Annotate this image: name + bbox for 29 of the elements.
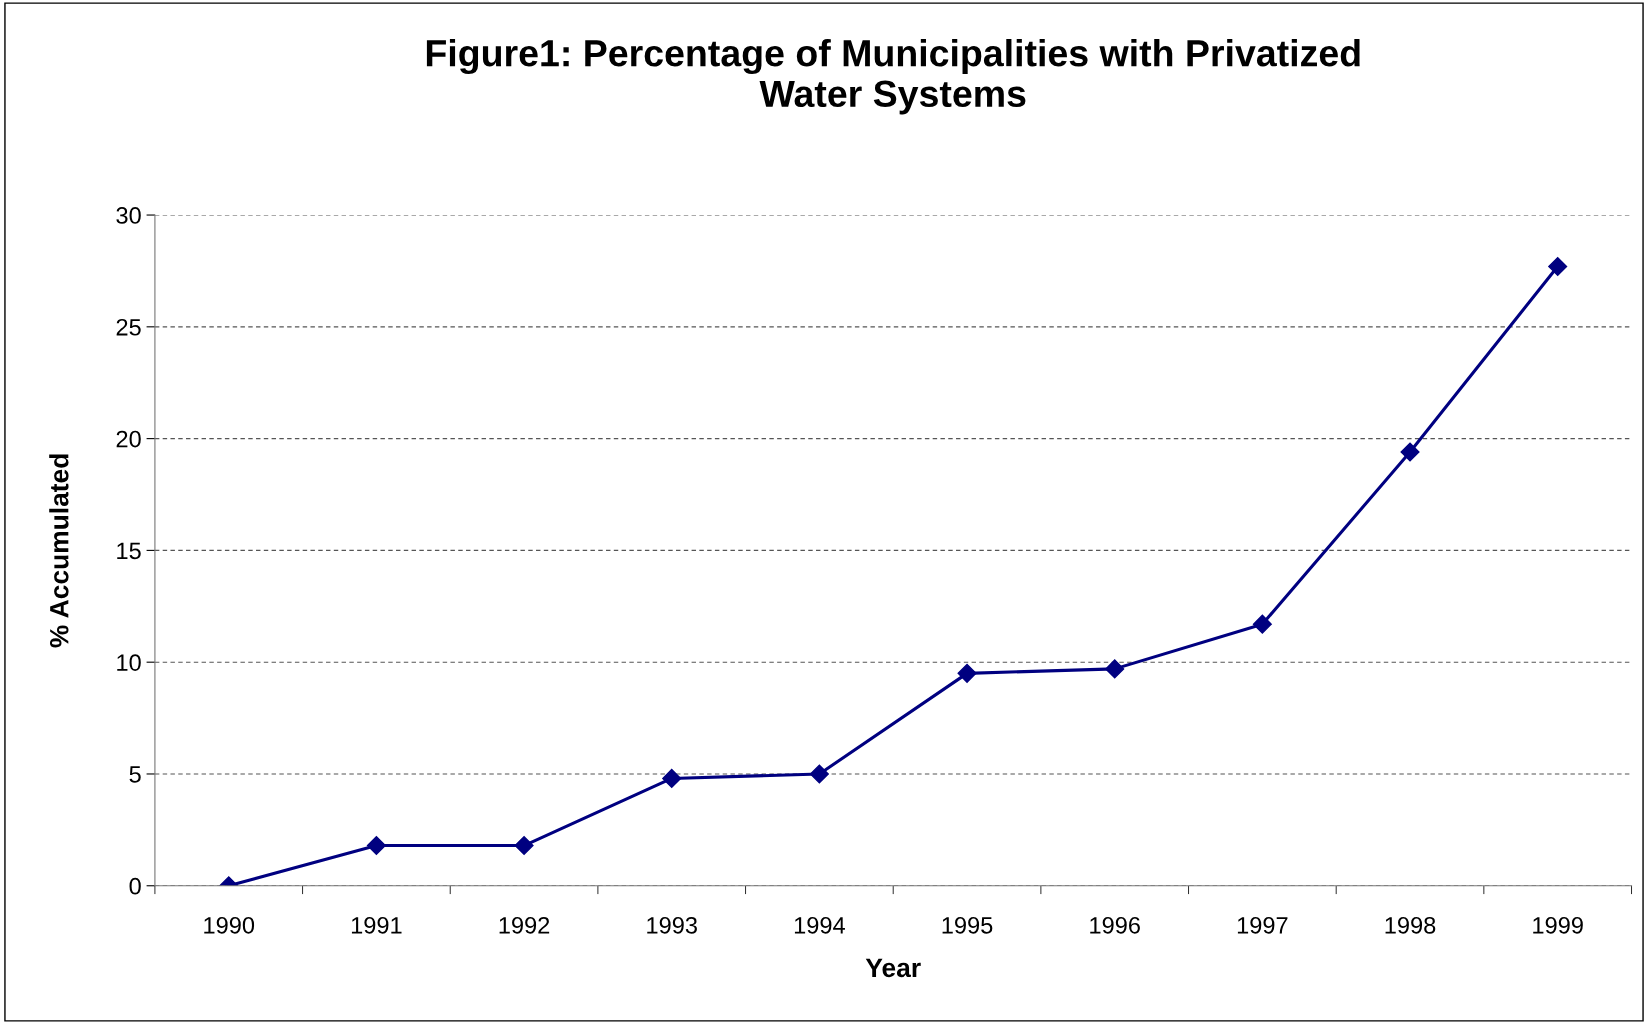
y-tick-label: 0	[129, 877, 141, 895]
y-axis-title: % Accumulated	[49, 454, 69, 648]
x-tick-label: 1994	[794, 916, 845, 934]
point	[1548, 256, 1568, 276]
y-tick-label: 10	[117, 654, 141, 671]
point	[366, 835, 386, 856]
x-axis-title: Year	[865, 958, 921, 978]
point	[809, 764, 829, 784]
y-tick-label: 25	[116, 318, 141, 336]
x-tick-label: 1995	[942, 916, 993, 934]
x-tick-label: 1993	[647, 916, 697, 934]
y-tick-label: 20	[116, 430, 141, 448]
point	[514, 835, 534, 856]
y-tick-label: 5	[129, 766, 141, 783]
point	[957, 663, 977, 683]
y-tick-label: 15	[117, 542, 141, 560]
x-tick-label: 1996	[1090, 916, 1140, 934]
chart-title: Figure1: Percentage of Municipalities with Privatized Water Systems	[426, 38, 1360, 115]
point	[1105, 659, 1125, 679]
point	[1400, 442, 1420, 462]
point	[662, 768, 682, 788]
x-tick-label: 1998	[1385, 916, 1436, 934]
x-tick-label: 1997	[1237, 916, 1288, 934]
x-tick-label: 1992	[499, 916, 550, 934]
point	[1252, 614, 1272, 634]
x-tick-label: 1990	[204, 916, 255, 934]
x-tick-label: 1999	[1533, 916, 1583, 934]
y-tick-label: 30	[116, 207, 141, 224]
x-tick-label: 1991	[351, 916, 402, 934]
